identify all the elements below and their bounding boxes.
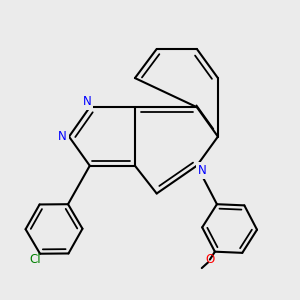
Text: N: N [58,130,67,143]
Text: N: N [82,94,91,108]
Text: O: O [205,253,214,266]
Text: N: N [198,164,207,177]
Text: Cl: Cl [29,253,41,266]
